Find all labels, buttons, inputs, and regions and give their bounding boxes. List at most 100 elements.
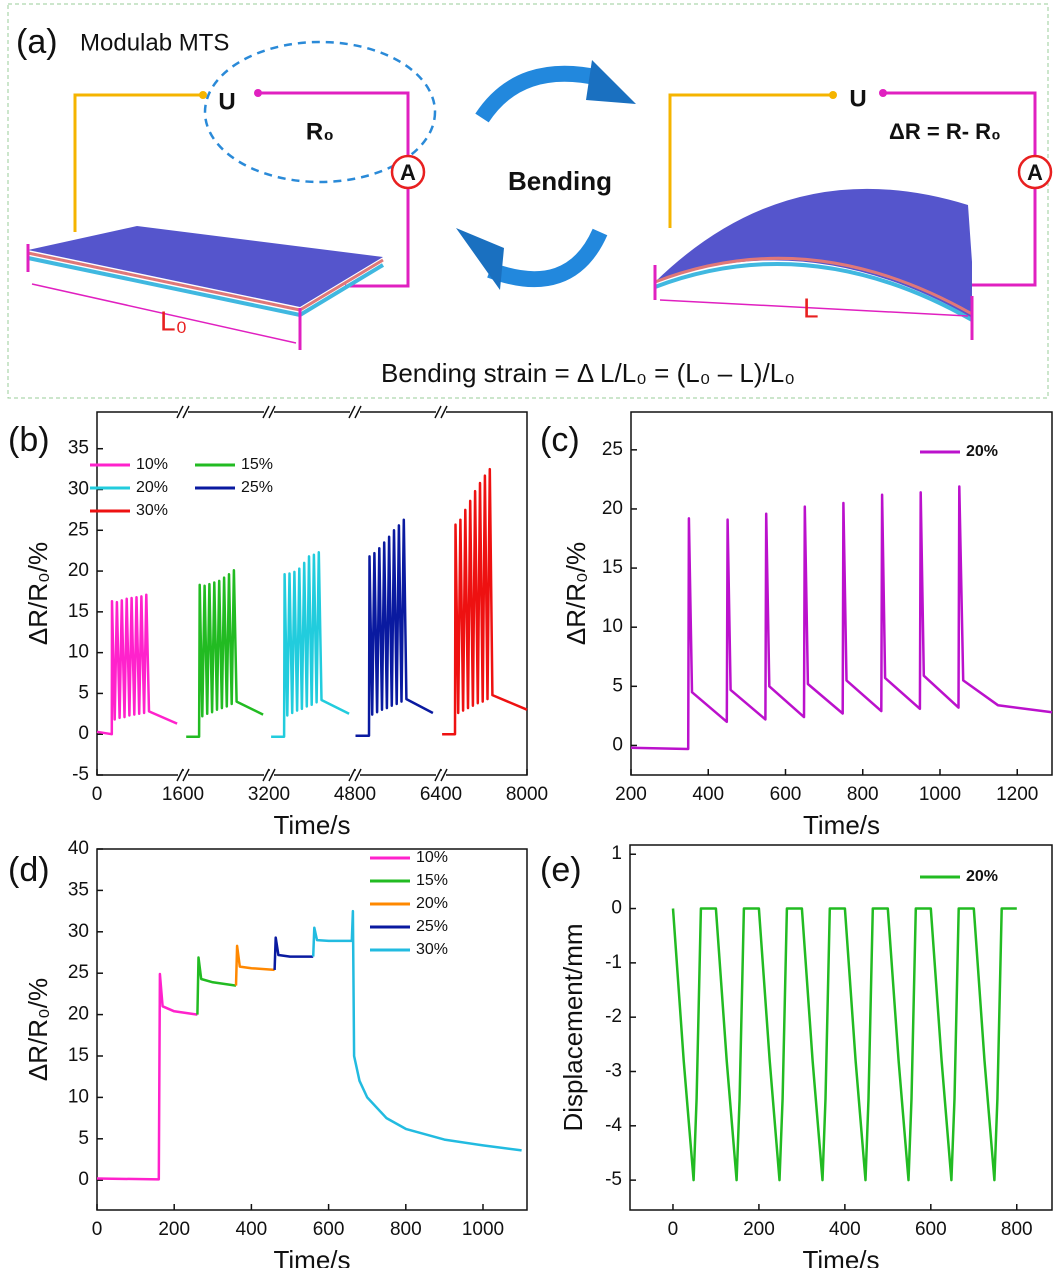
data-line — [630, 485, 1053, 751]
axis-break — [348, 405, 356, 419]
y-tick-label: 5 — [612, 675, 623, 696]
panel-label: (e) — [540, 851, 582, 889]
axis-break-gap — [436, 408, 446, 416]
axis-break — [434, 405, 442, 419]
y-tick-label: 15 — [602, 557, 623, 578]
legend-label: 30% — [136, 502, 168, 519]
x-tick-label: 0 — [92, 1219, 103, 1240]
axis-break — [268, 405, 276, 419]
y-axis-title: ΔR/R₀/% — [23, 978, 53, 1081]
data-line — [271, 551, 350, 738]
y-tick-label: 10 — [68, 1086, 89, 1107]
legend-label: 20% — [136, 479, 168, 496]
resistance-label: R₀ — [306, 118, 334, 145]
y-tick-label: 5 — [78, 682, 89, 703]
cycle-arrow — [487, 228, 608, 288]
x-axis-title: Time/s — [803, 810, 880, 840]
y-tick-label: 10 — [602, 616, 623, 637]
wire — [345, 188, 410, 288]
data-line — [196, 956, 237, 1015]
x-tick-label: 8000 — [506, 784, 548, 805]
y-tick-label: -1 — [605, 952, 622, 973]
voltage-label: U — [218, 88, 235, 115]
action-label: Bending — [508, 166, 612, 196]
x-tick-label: 0 — [92, 784, 103, 805]
instrument-label: Modulab MTS — [80, 29, 229, 56]
ammeter — [1017, 154, 1053, 190]
arrow-head — [586, 60, 636, 104]
axis-break — [434, 768, 442, 782]
x-tick-label: 400 — [829, 1219, 861, 1240]
y-tick-label: 30 — [68, 921, 89, 942]
panel-label: (d) — [8, 851, 50, 889]
delta-r-label: ΔR = R- R₀ — [889, 119, 1001, 144]
film-layer — [654, 256, 973, 316]
ammeter-label: A — [1027, 160, 1043, 185]
x-tick-label: 6400 — [420, 784, 462, 805]
x-tick-label: 800 — [1001, 1219, 1033, 1240]
y-tick-label: -2 — [605, 1006, 622, 1027]
axis-break-gap — [264, 408, 274, 416]
x-axis-title: Time/s — [273, 810, 350, 840]
y-tick-label: 0 — [612, 734, 623, 755]
axis-break — [348, 768, 356, 782]
film-top — [28, 226, 383, 307]
axis-break — [440, 768, 448, 782]
x-tick-label: 200 — [743, 1219, 775, 1240]
length-label: L₀ — [160, 305, 187, 336]
legend-label: 20% — [966, 443, 998, 460]
axis-break — [440, 405, 448, 419]
legend-label: 20% — [966, 868, 998, 885]
wire — [258, 91, 410, 156]
plot-frame — [96, 411, 528, 776]
panel-label: (c) — [540, 421, 580, 459]
y-tick-label: 5 — [78, 1128, 89, 1149]
data-line — [96, 593, 178, 736]
y-axis-title: Displacement/mm — [558, 923, 588, 1131]
panel-label: (b) — [8, 421, 50, 459]
axis-break — [268, 768, 276, 782]
terminal — [199, 91, 207, 99]
x-tick-label: 0 — [668, 1219, 679, 1240]
length-label: L — [803, 292, 819, 323]
plot-frame — [630, 411, 1053, 776]
x-tick-label: 400 — [236, 1219, 268, 1240]
y-tick-label: -5 — [605, 1169, 622, 1190]
cycle-arrow — [475, 65, 602, 123]
axis-break — [262, 768, 270, 782]
x-axis-title: Time/s — [273, 1245, 350, 1268]
terminal — [829, 91, 837, 99]
axis-break-gap — [436, 771, 446, 779]
formula: Bending strain = Δ L/L₀ = (L₀ – L)/L₀ — [381, 358, 795, 388]
axis-break — [182, 405, 190, 419]
legend-label: 15% — [241, 456, 273, 473]
length-arrow — [659, 299, 969, 317]
x-tick-label: 1200 — [996, 784, 1038, 805]
data-line — [234, 944, 275, 986]
axis-break-gap — [350, 408, 360, 416]
axis-break-gap — [178, 771, 188, 779]
axis-break — [354, 768, 362, 782]
x-tick-label: 1000 — [462, 1219, 504, 1240]
x-tick-label: 3200 — [248, 784, 290, 805]
data-line — [355, 518, 434, 738]
terminal — [254, 89, 262, 97]
x-tick-label: 1600 — [162, 784, 204, 805]
y-tick-label: 40 — [68, 838, 89, 859]
axis-break-gap — [350, 771, 360, 779]
legend-label: 15% — [416, 872, 448, 889]
y-axis-title: ΔR/R₀/% — [23, 542, 53, 645]
ammeter-label: A — [400, 160, 416, 185]
bent-film — [655, 188, 972, 318]
data-line — [311, 909, 522, 1152]
y-tick-label: 0 — [78, 723, 89, 744]
legend-label: 30% — [416, 941, 448, 958]
x-tick-label: 800 — [390, 1219, 422, 1240]
y-tick-label: -5 — [72, 764, 89, 785]
y-tick-label: 35 — [68, 879, 89, 900]
terminal — [879, 89, 887, 97]
x-tick-label: 1000 — [919, 784, 961, 805]
y-tick-label: 20 — [68, 560, 89, 581]
wire — [883, 91, 1037, 156]
y-tick-label: 15 — [68, 1045, 89, 1066]
